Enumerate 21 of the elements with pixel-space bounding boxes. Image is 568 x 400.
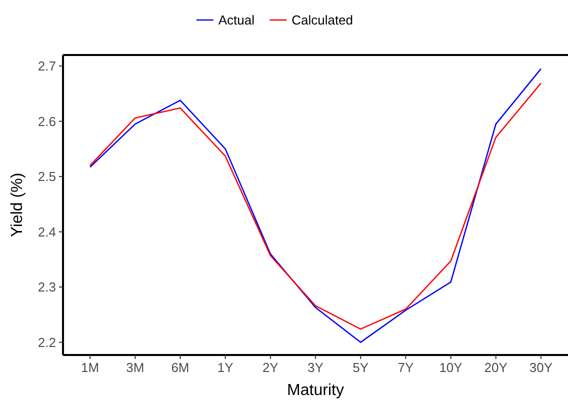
x-tick-label: 5Y [352,360,369,375]
x-tick-label: 3M [126,360,144,375]
y-axis-title: Yield (%) [9,172,26,238]
legend-label: Actual [218,12,255,28]
x-tick-label: 3Y [308,360,324,375]
x-tick-label: 7Y [398,360,414,375]
x-tick-label: 1Y [217,360,234,375]
x-tick-label: 10Y [439,360,463,375]
legend-label: Calculated [292,12,354,28]
y-tick-label: 2.2 [38,334,56,350]
x-axis-title: Maturity [287,382,344,399]
y-tick-label: 2.7 [38,58,56,74]
y-tick-label: 2.6 [38,114,56,129]
x-tick-label: 20Y [484,360,508,375]
x-tick-label: 30Y [529,360,553,375]
x-tick-label: 2Y [262,360,279,375]
x-tick-label: 6M [171,360,190,375]
x-tick-label: 1M [81,360,100,375]
y-tick-label: 2.5 [38,169,56,184]
y-tick-label: 2.4 [38,224,56,240]
y-tick-label: 2.3 [38,280,56,295]
